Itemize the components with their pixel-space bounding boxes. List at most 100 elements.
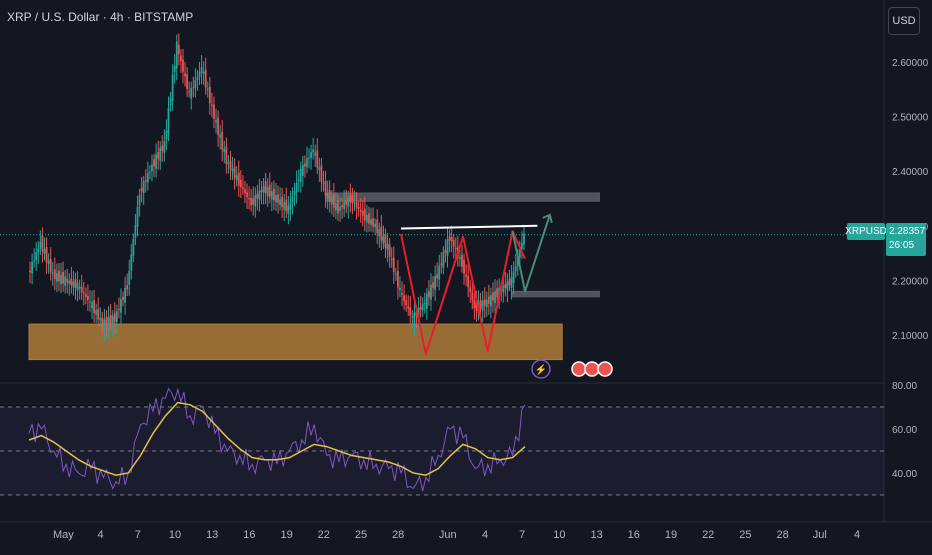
dividend-event-icon [531,359,551,379]
time-axis-label: 16 [243,529,255,541]
candle-body [196,77,199,80]
time-axis-label: 25 [739,529,751,541]
currency-button[interactable]: USD [888,7,920,35]
candle-body [45,247,48,263]
candle-body [51,272,54,274]
candle-body [459,257,461,259]
candle-body [382,236,385,244]
candle-body [188,91,191,93]
time-axis-label: 4 [854,529,860,541]
candle-body [279,199,281,206]
dividend-event-glyph: ⚡ [535,363,547,376]
support-zone [28,323,563,361]
candle-body [479,300,482,309]
time-axis-label: 22 [702,529,714,541]
candle-body [446,239,449,256]
candle-body [347,197,350,207]
time-axis-label: 7 [135,529,141,541]
candle-body [392,257,395,273]
candle-body [167,107,170,133]
candle-body [378,229,381,236]
candle-body [244,189,246,194]
candle-body [289,202,292,210]
candle-body [208,86,211,104]
economic-event-flag-icon [597,361,613,377]
candle-body [339,206,341,211]
candle-body [444,249,447,254]
candle-body [217,117,219,135]
candle-body [454,247,457,250]
candle-body [409,307,412,316]
rsi-line [28,387,526,492]
candle-body [124,287,126,303]
candle-body [397,271,399,288]
candle-body [461,254,463,267]
candle-body [516,257,519,266]
candle-body [87,295,89,300]
last-price-box: 2.28357 26:05 [886,223,926,256]
candle-body [233,166,236,178]
candle-body [171,74,174,101]
candle-body [242,187,244,189]
candle-body [490,294,492,307]
candle-body [180,55,182,62]
candle-body [308,158,310,160]
candle-body [299,168,302,182]
candle-body [521,243,523,249]
candle-body [370,219,372,226]
candle-body [465,274,467,277]
price-axis-label: 2.40000 [892,167,929,178]
candle-body [76,282,79,291]
candle-body [413,312,416,324]
candle-body [306,158,308,168]
candle-body [120,299,122,313]
candle-body [297,179,300,181]
bar-countdown: 26:05 [889,240,915,251]
candle-body [262,186,265,193]
candle-body [237,172,240,186]
candle-body [295,182,298,193]
candle-body [64,276,67,286]
candle-body [316,150,319,168]
candle-body [399,287,401,291]
time-axis-label: 22 [318,529,330,541]
candle-body [436,274,439,279]
candle-body [80,286,83,293]
candle-body [35,251,38,261]
candle-body [56,273,58,282]
candle-body [485,299,488,308]
rsi-ma-line [28,401,526,476]
candle-body [355,202,358,208]
candle-body [97,308,100,320]
candle-body [41,235,44,252]
candle-body [310,152,312,159]
candle-body [84,293,87,297]
candle-body [496,288,498,298]
economic-event-flag-icon [571,361,587,377]
candle-body [198,71,201,77]
candle-body [266,187,269,196]
candle-body [343,202,346,209]
candle-body [142,181,145,193]
candle-body [215,120,217,123]
candle-body [430,284,432,300]
candle-body [130,254,133,271]
candle-body [448,236,451,241]
candle-body [211,104,213,106]
candle-body [105,316,108,327]
candle-body [405,300,408,306]
candle-body [514,266,517,272]
candle-body [421,303,424,311]
candle-body [60,274,62,285]
candle-body [417,308,420,318]
candle-body [386,243,389,251]
candle-body [126,285,129,290]
candle-body [204,69,207,88]
projection-arrow [511,214,551,293]
candle-body [481,300,484,311]
candle-body [264,181,267,194]
candle-body [275,195,277,203]
candle-body [291,196,294,204]
